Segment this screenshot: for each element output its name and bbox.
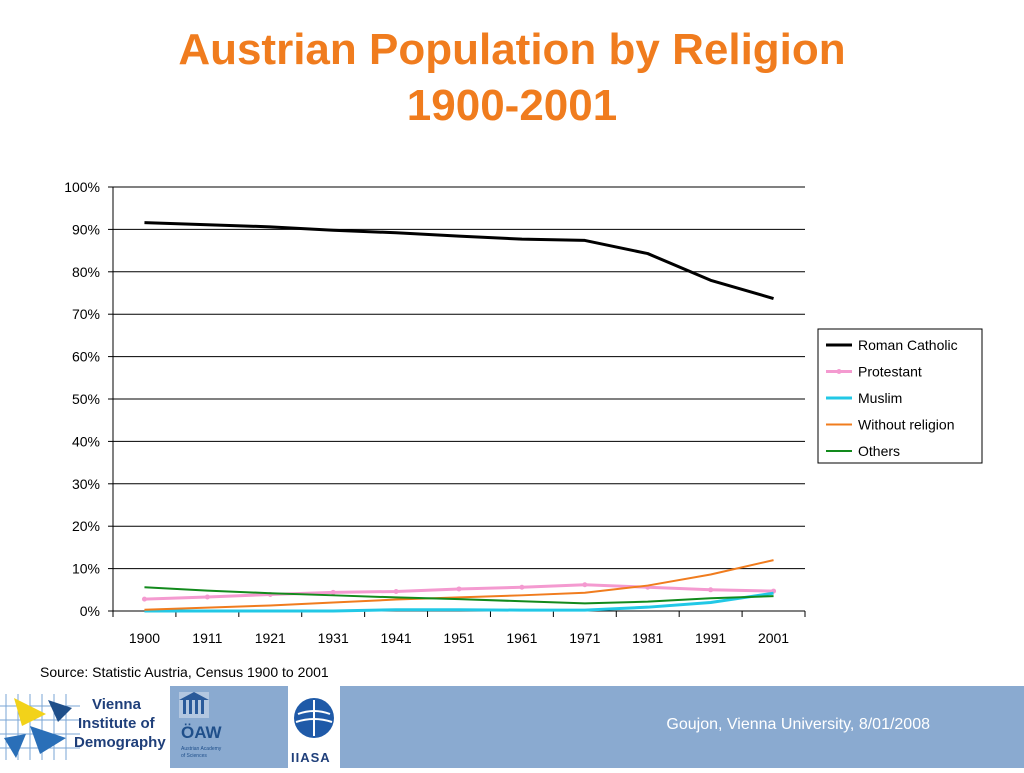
- y-tick-label: 20%: [72, 518, 100, 534]
- svg-text:of Sciences: of Sciences: [181, 753, 207, 759]
- x-tick-label: 1921: [255, 630, 286, 646]
- svg-text:ÖAW: ÖAW: [181, 723, 223, 742]
- legend-box: [817, 328, 983, 464]
- x-tick-label: 1981: [632, 630, 663, 646]
- y-tick-label: 0%: [80, 603, 100, 619]
- data-point: [204, 594, 210, 600]
- y-tick-label: 10%: [72, 561, 100, 577]
- svg-text:Demography: Demography: [74, 734, 166, 751]
- data-point: [582, 582, 588, 588]
- svg-text:Institute of: Institute of: [78, 715, 156, 732]
- title-line-1: Austrian Population by Religion: [178, 25, 846, 74]
- y-tick-label: 70%: [72, 306, 100, 322]
- svg-text:IIASA: IIASA: [291, 750, 331, 765]
- series-line-roman-catholic: [144, 221, 774, 300]
- footer-credit: Goujon, Vienna University, 8/01/2008: [666, 716, 930, 733]
- series-line-others: [144, 586, 774, 605]
- x-tick-label: 1931: [318, 630, 349, 646]
- y-tick-label: 80%: [72, 264, 100, 280]
- y-tick-label: 40%: [72, 433, 100, 449]
- legend-label: Protestant: [858, 364, 922, 380]
- slide-title: Austrian Population by Religion 1900-200…: [0, 22, 1024, 134]
- x-tick-label: 1941: [381, 630, 412, 646]
- x-tick-label: 1900: [129, 630, 160, 646]
- oaw-logo: ÖAW Austrian Academy of Sciences: [175, 686, 237, 768]
- legend-label: Muslim: [858, 390, 902, 406]
- x-tick-label: 1961: [506, 630, 537, 646]
- series-line-muslim: [144, 591, 774, 613]
- data-point: [519, 584, 525, 590]
- legend-label: Roman Catholic: [858, 337, 958, 353]
- legend-label: Others: [858, 443, 900, 459]
- x-tick-label: 1951: [443, 630, 474, 646]
- y-tick-label: 30%: [72, 476, 100, 492]
- iiasa-logo: IIASA: [288, 686, 340, 768]
- legend-marker: [836, 369, 842, 374]
- series-line-without-religion: [144, 559, 774, 611]
- y-tick-label: 50%: [72, 391, 100, 407]
- x-tick-label: 1991: [695, 630, 726, 646]
- y-tick-label: 60%: [72, 349, 100, 365]
- svg-text:Austrian Academy: Austrian Academy: [181, 746, 222, 752]
- data-point: [141, 596, 147, 602]
- y-tick-label: 100%: [64, 179, 100, 195]
- data-point: [708, 587, 714, 593]
- title-line-2: 1900-2001: [406, 81, 618, 130]
- x-tick-label: 2001: [758, 630, 789, 646]
- source-note: Source: Statistic Austria, Census 1900 t…: [40, 664, 329, 680]
- data-point: [330, 589, 336, 595]
- vienna-institute-logo: Vienna Institute of Demography: [0, 686, 170, 768]
- y-tick-label: 90%: [72, 221, 100, 237]
- svg-text:Vienna: Vienna: [92, 696, 142, 713]
- footer-bar: Vienna Institute of Demography ÖAW Austr…: [0, 686, 1024, 768]
- data-point: [456, 586, 462, 592]
- data-point: [393, 588, 399, 594]
- legend-label: Without religion: [858, 417, 955, 433]
- x-tick-label: 1971: [569, 630, 600, 646]
- x-tick-label: 1911: [192, 630, 222, 646]
